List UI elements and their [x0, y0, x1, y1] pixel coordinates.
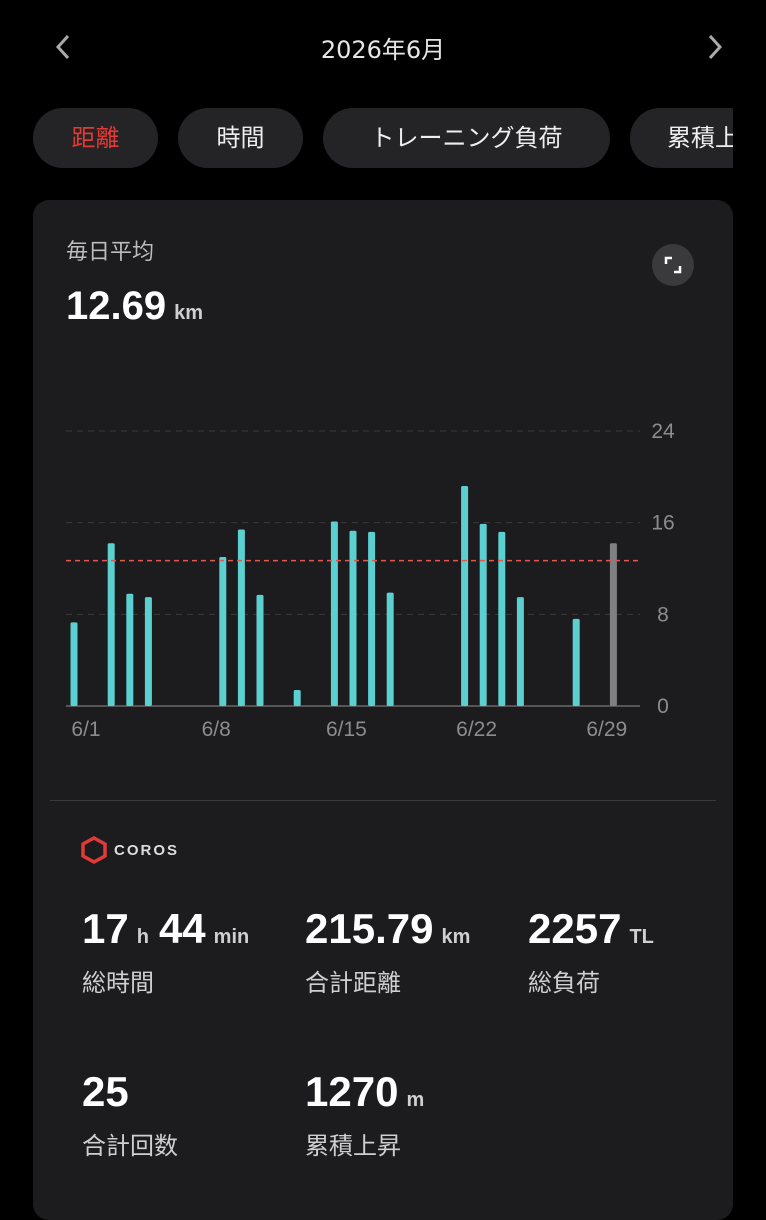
x-tick-label: 6/29 — [586, 718, 627, 741]
bar — [461, 486, 469, 706]
bar — [237, 529, 245, 706]
number: 1270 — [305, 1068, 399, 1115]
bar — [516, 597, 524, 706]
number: 215.79 — [305, 905, 434, 952]
bar — [219, 557, 227, 706]
bar — [293, 689, 301, 706]
stat-value: 2257 TL — [528, 905, 664, 953]
stat: 25 合計回数 — [82, 1068, 178, 1161]
tab[interactable]: 時間 — [178, 108, 303, 168]
number: 2257 — [528, 905, 622, 952]
prev-month[interactable] — [48, 30, 78, 64]
unit: TL — [629, 926, 654, 948]
month-title: 2026年6月 — [320, 36, 446, 64]
arrow-icon — [708, 34, 723, 60]
tab[interactable]: トレーニング負荷 — [323, 108, 610, 168]
number: 25 — [82, 1068, 129, 1115]
stat: 1270 m 累積上昇 — [305, 1068, 434, 1161]
value: 12.69 — [66, 284, 167, 328]
bar — [70, 622, 78, 706]
number: 44 — [158, 905, 206, 952]
y-tick-label: 8 — [657, 603, 669, 626]
tab-label: 累積上昇 — [667, 124, 733, 152]
stat: 2257 TL 総負荷 — [528, 905, 664, 998]
y-tick-label: 24 — [651, 420, 675, 443]
bar — [349, 530, 357, 706]
tab[interactable]: 累積上昇 — [630, 108, 733, 168]
tab-label: トレーニング負荷 — [370, 124, 563, 152]
stat: 17 h 44 min 総時間 — [82, 905, 259, 998]
stat-label: 累積上昇 — [305, 1132, 401, 1160]
bar — [572, 618, 580, 706]
next-month[interactable] — [700, 30, 730, 64]
expand-button[interactable] — [652, 244, 694, 286]
y-tick-label: 0 — [657, 695, 669, 718]
unit: h — [136, 926, 149, 948]
x-tick-label: 6/15 — [326, 718, 367, 741]
bar — [144, 597, 152, 706]
x-tick-label: 6/22 — [456, 718, 497, 741]
button-bg — [652, 244, 694, 286]
stat-label: 合計回数 — [82, 1132, 178, 1160]
tab[interactable]: 距離 — [33, 108, 158, 168]
tab-bar: 距離 時間 トレーニング負荷 累積上昇 — [33, 108, 733, 170]
unit: m — [406, 1089, 425, 1111]
brand-logo: COROS — [80, 836, 179, 864]
stat: 215.79 km 合計距離 — [305, 905, 480, 998]
chart-card — [33, 200, 733, 1220]
bar — [386, 592, 394, 706]
stat-value: 17 h 44 min — [82, 905, 259, 953]
tab-label: 距離 — [71, 124, 120, 152]
stat-value: 1270 m — [305, 1068, 434, 1116]
stat-label: 総時間 — [82, 969, 154, 997]
summary-label: 毎日平均 — [66, 240, 155, 265]
stat-label: 合計距離 — [305, 969, 401, 997]
expand-icon — [664, 256, 682, 274]
unit: km — [174, 302, 204, 324]
number: 17 — [82, 905, 129, 952]
bar — [330, 521, 338, 706]
bar — [107, 543, 115, 706]
x-tick-label: 6/8 — [202, 718, 231, 741]
bar — [126, 593, 134, 706]
bar — [479, 523, 487, 706]
x-tick-label: 6/1 — [71, 718, 100, 741]
unit: min — [213, 926, 250, 948]
stat-label: 総負荷 — [528, 969, 600, 997]
arrow-icon — [55, 34, 70, 60]
bar — [609, 543, 617, 706]
stat-value: 215.79 km — [305, 905, 480, 953]
brand-name: COROS — [114, 841, 180, 859]
summary-value: 12.69 km — [66, 284, 213, 329]
bar — [368, 531, 376, 706]
y-tick-label: 16 — [651, 512, 674, 535]
chart: 0 8 16 24 6/1 6/8 6/15 6/22 6/29 — [66, 420, 675, 741]
unit: km — [441, 926, 471, 948]
stat-value: 25 — [82, 1068, 178, 1116]
bar — [498, 531, 506, 706]
bar — [256, 594, 264, 706]
tab-label: 時間 — [216, 124, 265, 152]
logo-mark — [81, 836, 107, 864]
divider — [50, 800, 716, 801]
